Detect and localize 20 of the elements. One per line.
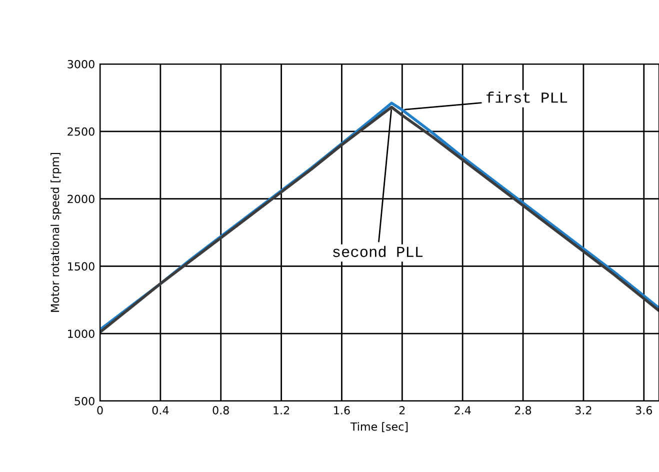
x-tick-label: 3.6 <box>636 406 652 414</box>
x-tick-label: 0 <box>97 406 103 414</box>
x-tick-label: 1.2 <box>274 406 290 414</box>
x-tick-label: 0.4 <box>152 406 169 414</box>
annotation: second PLL <box>333 246 423 258</box>
y-tick-label: 500 <box>74 396 94 406</box>
y-tick-label: 3000 <box>68 60 94 68</box>
x-tick-label: 0.8 <box>212 406 229 414</box>
x-tick-label: 1.6 <box>334 406 350 414</box>
annotation: first PLL <box>486 92 568 103</box>
y-tick-label: 2000 <box>68 194 94 204</box>
x-tick-label: 3.2 <box>575 406 592 414</box>
x-tick-label: 2 <box>399 406 405 414</box>
x-tick-label: 2.8 <box>515 406 532 414</box>
x-axis-title: Time [sec] <box>350 422 408 432</box>
y-tick-label: 1500 <box>68 262 94 271</box>
x-tick-label: 2.4 <box>454 406 471 414</box>
y-axis-title: Motor rotational speed [rpm] <box>50 153 62 312</box>
y-tick-label: 2500 <box>68 127 94 136</box>
y-tick-label: 1000 <box>68 330 94 338</box>
